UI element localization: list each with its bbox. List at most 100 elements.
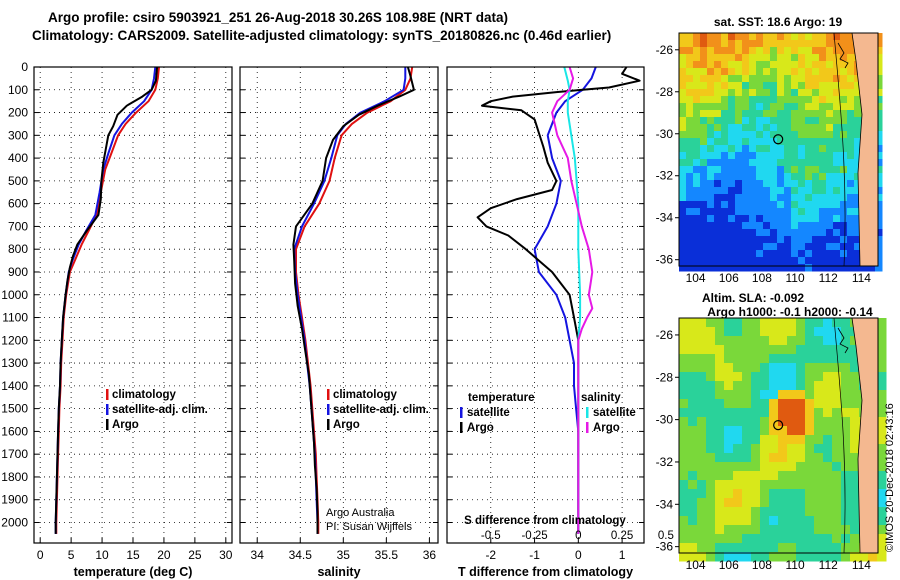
map-cell [777,208,785,216]
map-cell [805,89,813,97]
depth-tick-label: 1500 [1,402,28,416]
map-cell [763,33,771,41]
map-cell [742,243,750,251]
map-cell [778,525,788,535]
map-cell [707,201,715,209]
map-cell [847,152,855,160]
map-cell [693,103,701,111]
map-cell [770,40,778,48]
map-cell [796,399,806,409]
sla-map-title: Altim. SLA: -0.092 [702,291,804,305]
map-cell [742,194,750,202]
map-cell [877,498,887,508]
map-cell [784,40,792,48]
map-cell [826,229,834,237]
map-cell [854,103,862,111]
map-cell [706,372,716,382]
map-cell [787,525,797,535]
map-cell [679,75,687,83]
map-cell [796,534,806,544]
map-cell [756,187,764,195]
map-cell [742,40,750,48]
map-cell [847,145,855,153]
map-cell [697,462,707,472]
map-cell [850,507,860,517]
map-cell [763,229,771,237]
map-cell [832,552,842,562]
map-cell [756,215,764,223]
map-cell [770,68,778,76]
map-cell [814,453,824,463]
map-cell [798,124,806,132]
map-cell [850,534,860,544]
map-cell [735,33,743,41]
map-cell [733,390,743,400]
map-cell [679,138,687,146]
map-cell [769,543,779,553]
map-cell [832,444,842,454]
map-cell [805,152,813,160]
map-cell [700,33,708,41]
map-cell [826,82,834,90]
map-cell [791,208,799,216]
map-cell [760,336,770,346]
map-cell [756,173,764,181]
map-cell [854,145,862,153]
map-cell [814,534,824,544]
map-cell [798,243,806,251]
map-cell [823,354,833,364]
map-cell [721,61,729,69]
map-cell [798,103,806,111]
map-cell [721,264,729,272]
argo-position-marker [773,420,784,431]
map-cell [798,229,806,237]
legend-swatch [106,389,109,400]
map-cell [798,117,806,125]
map-cell [700,257,708,265]
map-cell [798,187,806,195]
map-cell [728,110,736,118]
map-cell [760,507,770,517]
map-cell [733,408,743,418]
map-cell [700,89,708,97]
map-cell [721,103,729,111]
map-cell [714,236,722,244]
map-cell [770,33,778,41]
map-cell [854,229,862,237]
map-cell [679,236,687,244]
map-cell [875,250,883,258]
map-cell [714,187,722,195]
map-cell [805,208,813,216]
map-cell [791,75,799,83]
map-cell [854,131,862,139]
map-cell [796,507,806,517]
map-cell [841,318,851,328]
series-line-argo [551,66,594,534]
map-cell [707,145,715,153]
map-cell [805,408,815,418]
map-cell [805,124,813,132]
map-cell [787,327,797,337]
map-cell [805,489,815,499]
map-cell [760,525,770,535]
map-cell [770,250,778,258]
map-cell [721,194,729,202]
map-cell [841,336,851,346]
map-cell [770,243,778,251]
map-cell [823,417,833,427]
map-cell [724,336,734,346]
map-cell [756,159,764,167]
map-cell [819,159,827,167]
map-cell [697,354,707,364]
map-cell [721,124,729,132]
map-cell [706,453,716,463]
map-cell [735,208,743,216]
map-cell [707,250,715,258]
map-cell [679,327,689,337]
map-cell [798,89,806,97]
map-cell [693,180,701,188]
map-cell [877,399,887,409]
map-cell [875,257,883,265]
map-cell [679,173,687,181]
map-cell [823,507,833,517]
